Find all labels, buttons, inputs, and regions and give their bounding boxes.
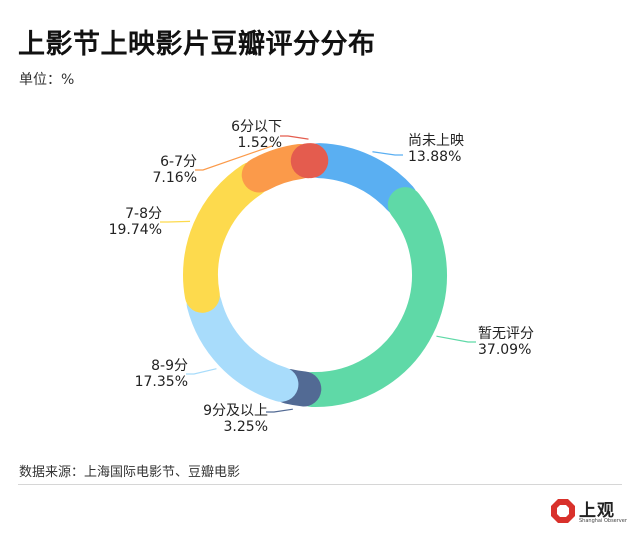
slice-value-label: 1.52% bbox=[238, 135, 282, 151]
slice-label: 暂无评分 bbox=[478, 326, 534, 342]
leader-line bbox=[436, 335, 476, 343]
slice-value-label: 17.35% bbox=[135, 374, 188, 390]
logo-text: 上观 bbox=[579, 501, 615, 521]
leader-line bbox=[195, 145, 273, 171]
publisher-logo: 上观 Shanghai Observer bbox=[550, 496, 627, 530]
slice-value-label: 3.25% bbox=[224, 419, 268, 435]
donut-slice bbox=[294, 187, 447, 407]
slice-value-label: 13.88% bbox=[408, 149, 461, 165]
slice-label: 7-8分 bbox=[125, 206, 162, 222]
slice-label: 尚未上映 bbox=[408, 133, 464, 149]
donut-slice bbox=[183, 161, 270, 313]
leader-line bbox=[266, 408, 293, 413]
leader-line bbox=[160, 220, 191, 223]
slice-value-label: 7.16% bbox=[153, 170, 197, 186]
slice-value-label: 37.09% bbox=[478, 342, 531, 358]
leader-line bbox=[280, 135, 309, 140]
slice-label: 8-9分 bbox=[151, 358, 188, 374]
chart-title: 上影节上映影片豆瓣评分分布 bbox=[18, 29, 376, 60]
unit-label: 单位：% bbox=[19, 72, 75, 88]
leader-line bbox=[186, 368, 217, 375]
slice-value-label: 19.74% bbox=[109, 222, 162, 238]
slice-label: 9分及以上 bbox=[203, 403, 268, 419]
logo-octagon-icon bbox=[551, 499, 575, 523]
logo-subtitle: Shanghai Observer bbox=[579, 518, 627, 524]
leader-line bbox=[372, 151, 403, 156]
slice-label: 6分以下 bbox=[231, 119, 282, 135]
footer-divider bbox=[18, 484, 622, 485]
source-note: 数据来源：上海国际电影节、豆瓣电影 bbox=[19, 465, 241, 480]
donut-slice bbox=[301, 143, 418, 216]
donut-slice bbox=[186, 286, 299, 402]
slice-label: 6-7分 bbox=[160, 154, 197, 170]
